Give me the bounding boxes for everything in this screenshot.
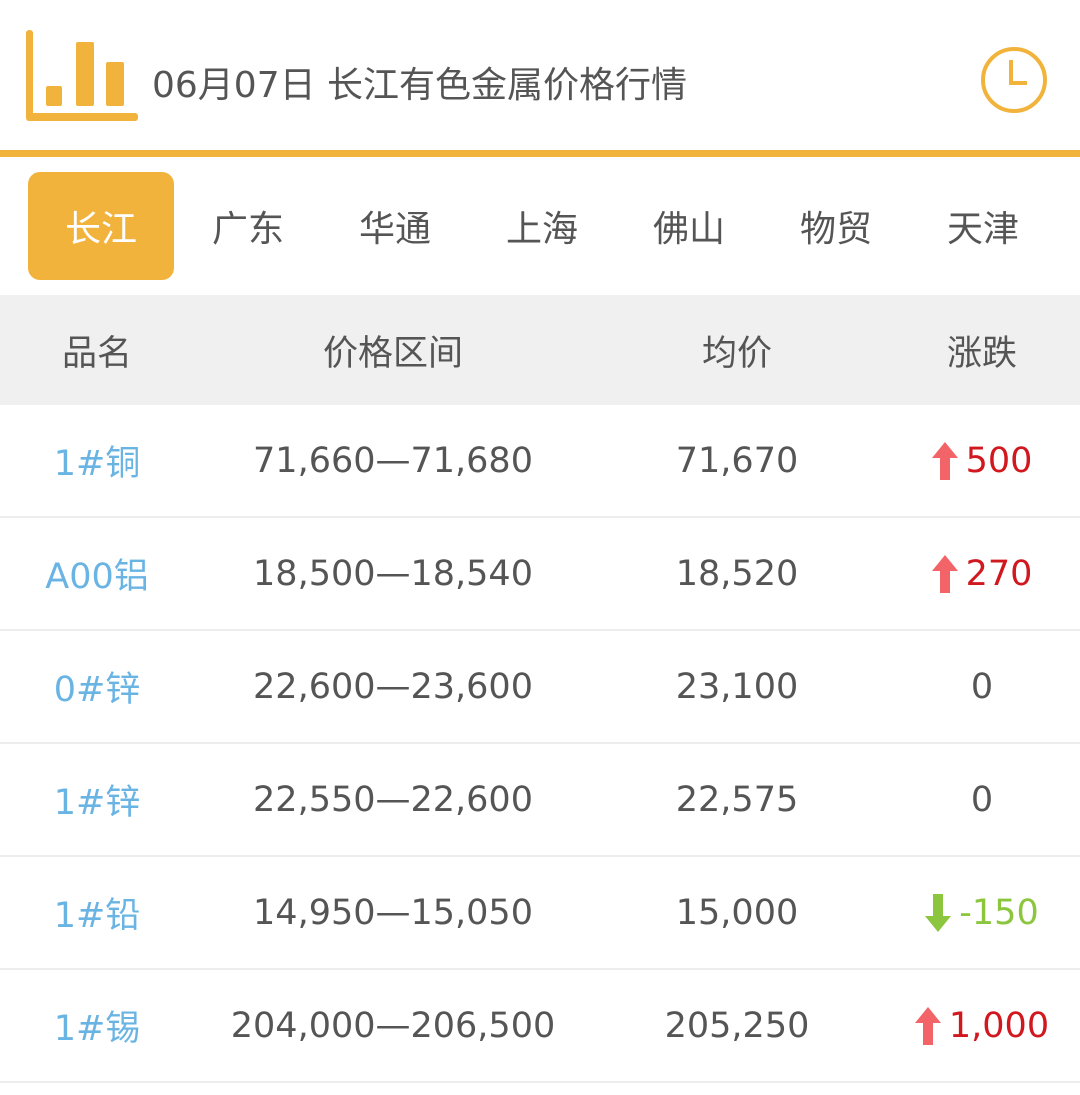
average-price: 205,250 bbox=[664, 1005, 810, 1046]
column-header-average: 均价 bbox=[701, 333, 772, 374]
price-range: 14,950—15,050 bbox=[253, 892, 533, 933]
price-change: -150 bbox=[882, 857, 1080, 968]
metal-name-link[interactable]: 0#锌 bbox=[53, 670, 141, 710]
metal-name-link[interactable]: 1#铜 bbox=[53, 444, 141, 484]
clock-icon[interactable] bbox=[980, 46, 1048, 114]
table-row[interactable]: 1#锌 22,550—22,600 22,575 0 bbox=[0, 744, 1080, 857]
header: 06月07日 长江有色金属价格行情 bbox=[0, 0, 1080, 150]
metal-name-link[interactable]: 1#锌 bbox=[53, 783, 141, 823]
table-row[interactable]: 1#铅 14,950—15,050 15,000 -150 bbox=[0, 857, 1080, 970]
price-change: 0 bbox=[882, 744, 1080, 855]
average-price: 15,000 bbox=[675, 892, 799, 933]
price-change: 270 bbox=[882, 518, 1080, 629]
column-header-change: 涨跌 bbox=[946, 333, 1017, 374]
tab-6[interactable]: 天津 bbox=[946, 209, 1019, 250]
tab-3[interactable]: 上海 bbox=[505, 209, 578, 250]
page-title: 06月07日 长江有色金属价格行情 bbox=[152, 65, 688, 106]
arrow-up-icon bbox=[931, 441, 958, 480]
price-range: 22,550—22,600 bbox=[253, 779, 533, 820]
metal-name-link[interactable]: A00铝 bbox=[45, 557, 149, 597]
average-price: 18,520 bbox=[675, 553, 799, 594]
price-change-value: -150 bbox=[959, 892, 1039, 933]
average-price: 22,575 bbox=[675, 779, 799, 820]
tab-2[interactable]: 华通 bbox=[358, 209, 431, 250]
average-price: 23,100 bbox=[675, 666, 799, 707]
table-row[interactable]: 1#锡 204,000—206,500 205,250 1,000 bbox=[0, 970, 1080, 1083]
table-row[interactable]: 1#铜 71,660—71,680 71,670 500 bbox=[0, 405, 1080, 518]
price-range: 204,000—206,500 bbox=[230, 1005, 556, 1046]
price-range: 18,500—18,540 bbox=[253, 553, 533, 594]
table-header: 品名 价格区间 均价 涨跌 bbox=[0, 295, 1080, 405]
header-divider bbox=[0, 150, 1080, 157]
price-change-value: 270 bbox=[965, 553, 1033, 594]
price-change: 1,000 bbox=[882, 970, 1080, 1081]
arrow-up-icon bbox=[914, 1006, 941, 1045]
arrow-up-icon bbox=[931, 554, 958, 593]
price-change-value: 1,000 bbox=[948, 1005, 1050, 1046]
tab-0[interactable]: 长江 bbox=[28, 172, 174, 280]
metal-name-link[interactable]: 1#锡 bbox=[53, 1009, 141, 1049]
price-change: 500 bbox=[882, 405, 1080, 516]
bar-chart-icon bbox=[26, 30, 138, 121]
column-header-range: 价格区间 bbox=[322, 333, 463, 374]
column-header-name: 品名 bbox=[61, 333, 132, 374]
table-row[interactable]: 0#锌 22,600—23,600 23,100 0 bbox=[0, 631, 1080, 744]
metal-name-link[interactable]: 1#铅 bbox=[53, 896, 141, 936]
region-tabs: 长江 广东 华通 上海 佛山 物贸 天津 bbox=[0, 170, 1080, 282]
tab-5[interactable]: 物贸 bbox=[799, 209, 872, 250]
price-change-value: 500 bbox=[965, 440, 1033, 481]
average-price: 71,670 bbox=[675, 440, 799, 481]
price-change-value: 0 bbox=[970, 779, 994, 820]
price-change-value: 0 bbox=[970, 666, 994, 707]
arrow-down-icon bbox=[925, 893, 952, 932]
price-change: 0 bbox=[882, 631, 1080, 742]
tab-4[interactable]: 佛山 bbox=[652, 209, 725, 250]
price-range: 71,660—71,680 bbox=[253, 440, 533, 481]
table-row[interactable]: A00铝 18,500—18,540 18,520 270 bbox=[0, 518, 1080, 631]
price-range: 22,600—23,600 bbox=[253, 666, 533, 707]
tab-1[interactable]: 广东 bbox=[211, 209, 284, 250]
